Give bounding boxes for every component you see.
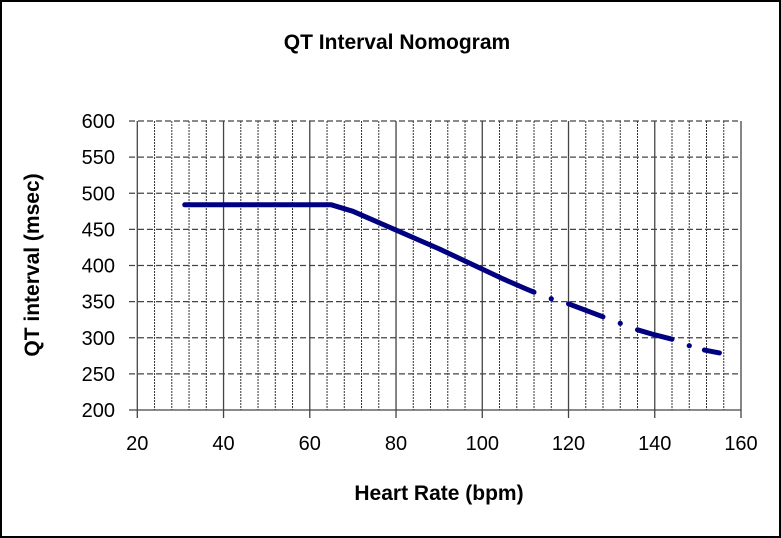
y-tick-label: 550 [82, 147, 115, 169]
data-point [548, 296, 554, 302]
x-axis-label: Heart Rate (bpm) [354, 482, 523, 505]
y-axis-label: QT interval (msec) [21, 173, 44, 356]
data-line-segment [182, 202, 537, 295]
x-tick-label: 40 [212, 433, 234, 455]
x-tick-label: 140 [638, 433, 671, 455]
data-point [617, 320, 623, 326]
data-line-segment [635, 327, 675, 342]
series-qt [182, 202, 722, 356]
y-tick-label: 500 [82, 183, 115, 205]
x-tick-label: 80 [385, 433, 407, 455]
y-tick-label: 250 [82, 364, 115, 386]
data-line-segment [566, 301, 606, 320]
x-tick-label: 60 [299, 433, 321, 455]
data-point [686, 343, 692, 349]
x-tick-label: 120 [552, 433, 585, 455]
y-tick-label: 200 [82, 400, 115, 422]
x-tick-label: 100 [466, 433, 499, 455]
y-tick-label: 350 [82, 292, 115, 314]
tick-labels: 200 250 300 350 400 450 500 550 600 20 40 60 80 100 12… [82, 111, 758, 455]
chart-title: QT Interval Nomogram [284, 31, 510, 54]
x-tick-label: 160 [724, 433, 757, 455]
y-tick-label: 450 [82, 219, 115, 241]
x-tick-label: 20 [126, 433, 148, 455]
grid [129, 120, 742, 418]
y-tick-label: 400 [82, 256, 115, 278]
y-tick-label: 600 [82, 111, 115, 133]
y-tick-label: 300 [82, 328, 115, 350]
data-line-segment [701, 347, 722, 356]
